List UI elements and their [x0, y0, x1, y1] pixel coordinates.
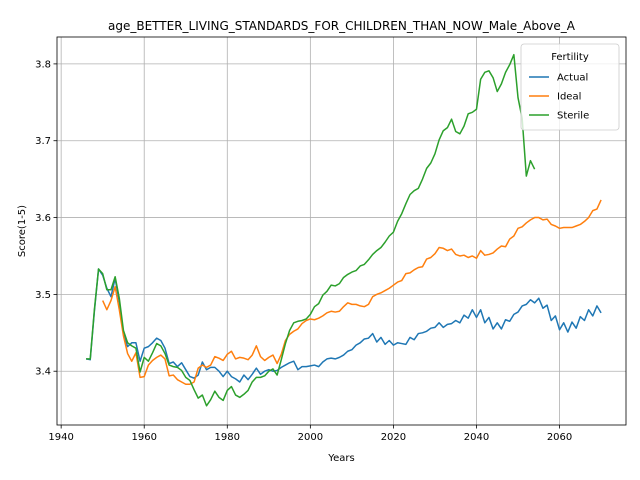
legend-box: [520, 43, 620, 131]
grid-lines: [57, 37, 626, 425]
legend-label-sterile: Sterile: [557, 111, 589, 122]
x-tick-label: 2060: [547, 432, 572, 443]
legend-label-actual: Actual: [557, 73, 588, 84]
series-layer: [85, 53, 602, 407]
y-tick-label: 3.8: [35, 59, 51, 70]
legend-label-ideal: Ideal: [557, 92, 581, 103]
y-tick-label: 3.6: [35, 213, 51, 224]
x-tick-label: 1940: [48, 432, 73, 443]
plot-area-frame: [56, 36, 627, 426]
x-tick-label: 1960: [131, 432, 156, 443]
legend: Fertility Actual Ideal Sterile: [520, 43, 620, 131]
series-line-sterile: [86, 53, 536, 407]
axis-ticks: 1940 1960 1980 2000 2020 2040 2060 3.4 3.5 3.6 3.7…: [35, 59, 572, 443]
x-tick-label: 2000: [298, 432, 323, 443]
series-line-ideal: [102, 199, 602, 386]
y-tick-label: 3.5: [35, 290, 51, 301]
x-tick-label: 1980: [215, 432, 240, 443]
y-axis-label: Score(1-5): [17, 205, 28, 257]
chart-title: age_BETTER_LIVING_STANDARDS_FOR_CHILDREN…: [108, 19, 576, 33]
x-tick-label: 2020: [381, 432, 406, 443]
series-line-actual: [85, 268, 602, 383]
y-tick-label: 3.4: [35, 367, 51, 378]
x-tick-label: 2040: [464, 432, 489, 443]
x-axis-label: Years: [327, 453, 354, 464]
legend-title: Fertility: [551, 52, 589, 63]
y-tick-label: 3.7: [35, 136, 51, 147]
